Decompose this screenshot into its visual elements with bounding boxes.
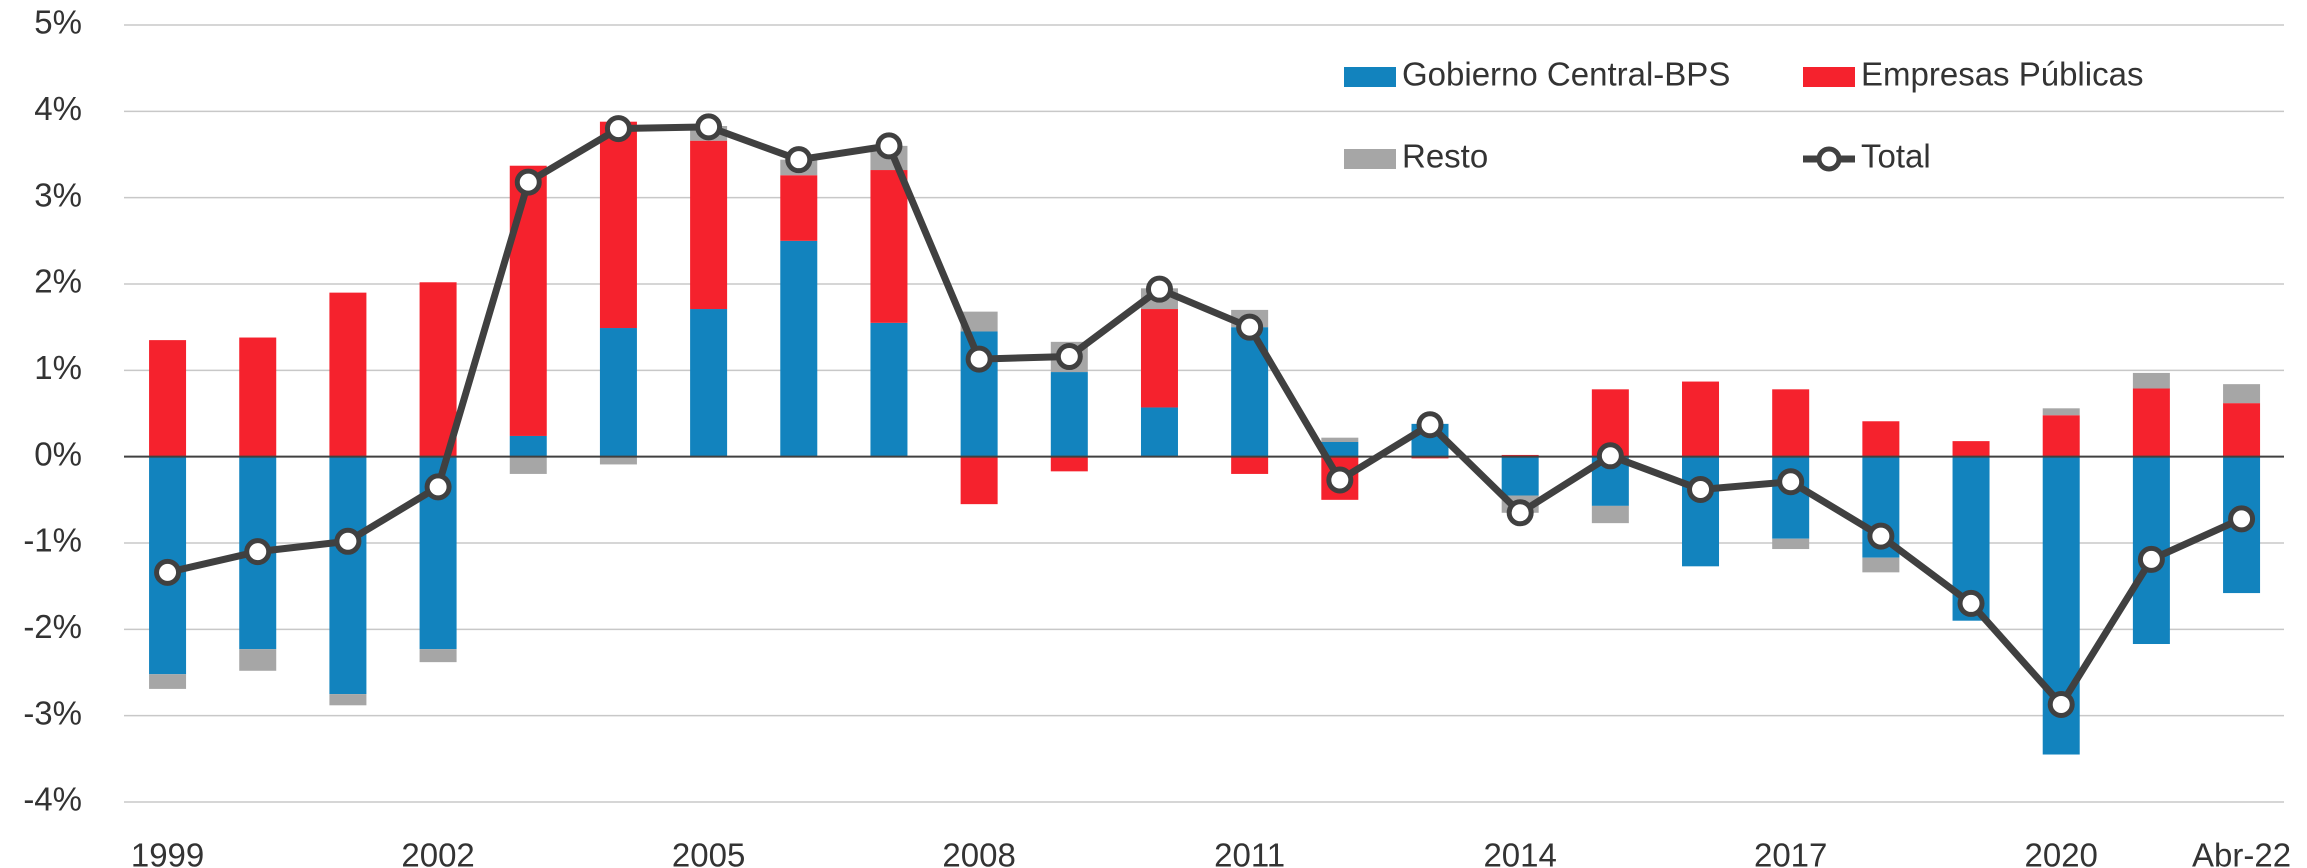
bar-segment bbox=[1862, 557, 1900, 573]
y-tick-label: 4% bbox=[34, 90, 82, 127]
bar-segment bbox=[1050, 456, 1088, 472]
y-tick-label: -3% bbox=[23, 694, 82, 731]
x-tick-label: 2017 bbox=[1754, 837, 1827, 868]
bar-segment bbox=[149, 340, 187, 457]
bar-segment bbox=[870, 322, 908, 457]
total-marker bbox=[2047, 690, 2075, 718]
total-marker bbox=[1777, 468, 1805, 496]
bar-segment bbox=[2132, 388, 2170, 457]
y-tick-label: 5% bbox=[34, 4, 82, 41]
bar-segment bbox=[2042, 408, 2080, 416]
bar-segment bbox=[1321, 437, 1359, 442]
total-marker bbox=[1687, 475, 1715, 503]
y-tick-label: -1% bbox=[23, 522, 82, 559]
bar-segment bbox=[599, 456, 637, 465]
legend-label: Empresas Públicas bbox=[1861, 56, 2143, 93]
bar-segment bbox=[1682, 456, 1720, 567]
bar-segment bbox=[1952, 441, 1990, 457]
x-tick-label: 2005 bbox=[672, 837, 745, 868]
bar-segment bbox=[1140, 309, 1178, 408]
bar-segment bbox=[960, 311, 998, 332]
bar-segment bbox=[329, 694, 367, 706]
total-marker bbox=[424, 473, 452, 501]
bar-segment bbox=[1682, 381, 1720, 457]
total-marker bbox=[1867, 522, 1895, 550]
total-line bbox=[166, 123, 2243, 708]
total-marker bbox=[604, 115, 632, 143]
bar-segment bbox=[1772, 389, 1810, 457]
bar-segment bbox=[1862, 421, 1900, 457]
bar-segment bbox=[1231, 456, 1269, 474]
bar-segment bbox=[419, 282, 457, 457]
total-marker bbox=[1957, 589, 1985, 617]
legend-swatch bbox=[1344, 67, 1396, 87]
bar-segment bbox=[960, 456, 998, 505]
bar-segment bbox=[780, 175, 818, 241]
bar-segment bbox=[1591, 505, 1629, 524]
total-marker bbox=[2137, 545, 2165, 573]
x-tick-label: Abr-22 bbox=[2192, 837, 2291, 868]
total-marker bbox=[1055, 343, 1083, 371]
legend-label: Resto bbox=[1402, 138, 1488, 175]
bar-segment bbox=[599, 328, 637, 457]
bar-segment bbox=[509, 456, 547, 474]
x-tick-label: 2008 bbox=[942, 837, 1015, 868]
bar-segment bbox=[2132, 372, 2170, 389]
total-marker bbox=[875, 132, 903, 160]
bar-segment bbox=[329, 456, 367, 695]
legend-swatch bbox=[1803, 67, 1855, 87]
bar-segment bbox=[780, 240, 818, 457]
x-tick-label: 2020 bbox=[2025, 837, 2098, 868]
x-tick-label: 2011 bbox=[1214, 837, 1285, 868]
legend-swatch bbox=[1344, 149, 1396, 169]
x-tick-label: 1999 bbox=[131, 837, 204, 868]
total-marker bbox=[1145, 275, 1173, 303]
total-marker bbox=[785, 146, 813, 174]
bar-segment bbox=[1321, 441, 1359, 457]
bar-segment bbox=[870, 170, 908, 323]
bar-segment bbox=[239, 337, 277, 457]
bar-segment bbox=[2042, 415, 2080, 457]
bar-segment bbox=[2223, 403, 2261, 457]
total-marker bbox=[244, 538, 272, 566]
total-marker bbox=[1506, 499, 1534, 527]
x-tick-label: 2002 bbox=[401, 837, 474, 868]
total-marker bbox=[514, 168, 542, 196]
legend-label: Gobierno Central-BPS bbox=[1402, 56, 1730, 93]
bar-segment bbox=[599, 121, 637, 329]
legend-label: Total bbox=[1861, 138, 1931, 175]
bar-segment bbox=[1140, 407, 1178, 457]
y-tick-label: 3% bbox=[34, 176, 82, 213]
bar-segment bbox=[1050, 372, 1088, 457]
bar-segment bbox=[1501, 456, 1539, 496]
total-marker bbox=[334, 527, 362, 555]
legend-marker bbox=[1816, 146, 1842, 172]
total-marker bbox=[154, 558, 182, 586]
bar-segment bbox=[2223, 384, 2261, 404]
total-marker bbox=[2228, 505, 2256, 533]
y-tick-label: 0% bbox=[34, 435, 82, 472]
total-marker bbox=[1596, 442, 1624, 470]
y-tick-label: 1% bbox=[34, 349, 82, 386]
bar-segment bbox=[509, 435, 547, 457]
bar-segment bbox=[239, 649, 277, 671]
bar-segment bbox=[149, 674, 187, 689]
y-tick-label: -4% bbox=[23, 781, 82, 818]
total-marker bbox=[1416, 411, 1444, 439]
total-marker bbox=[695, 113, 723, 141]
total-marker bbox=[965, 345, 993, 373]
bar-segment bbox=[419, 649, 457, 663]
bar-segment bbox=[690, 309, 728, 457]
bar-segment bbox=[1772, 538, 1810, 550]
total-marker bbox=[1236, 313, 1264, 341]
bar-segment bbox=[690, 140, 728, 310]
y-tick-label: -2% bbox=[23, 608, 82, 645]
bar-segment bbox=[509, 165, 547, 436]
x-tick-label: 2014 bbox=[1483, 837, 1556, 868]
bar-segment bbox=[329, 292, 367, 457]
total-marker bbox=[1326, 466, 1354, 494]
y-tick-label: 2% bbox=[34, 263, 82, 300]
